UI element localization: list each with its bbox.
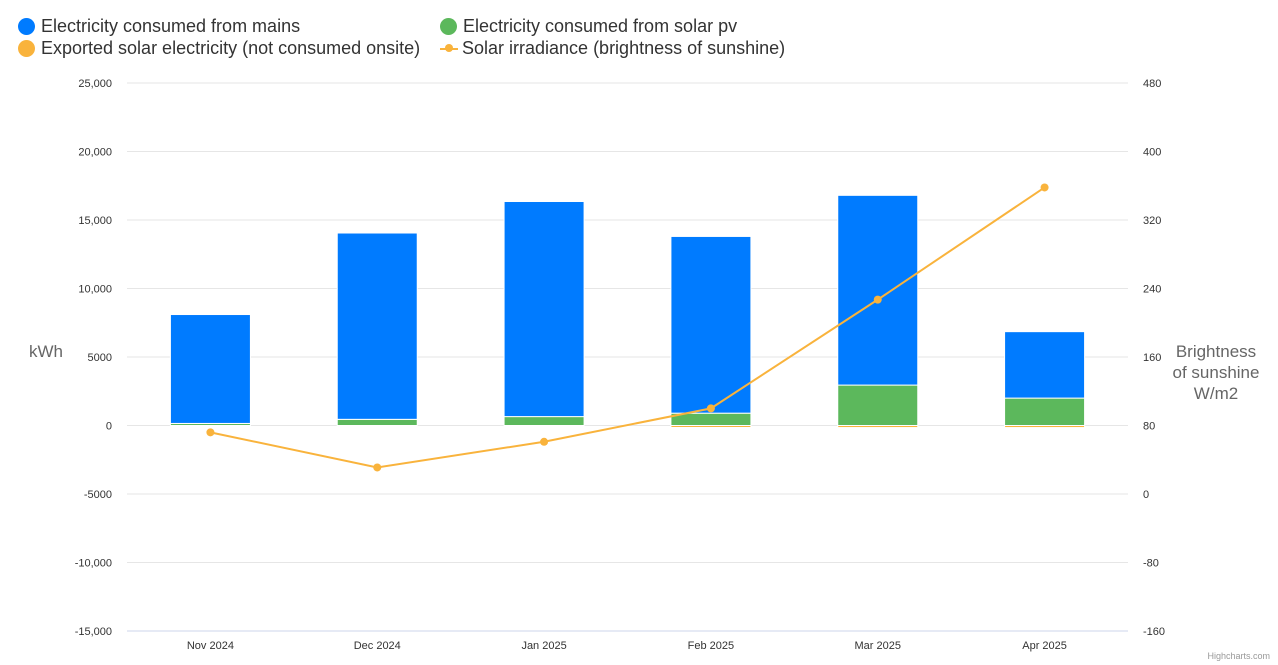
- y2-tick-label: -80: [1143, 558, 1159, 570]
- legend-item-mains[interactable]: Electricity consumed from mains: [18, 16, 300, 37]
- y2-tick-label: 240: [1143, 284, 1161, 296]
- y2-axis-title-line-3: W/m2: [1193, 384, 1239, 403]
- irradiance-point: [706, 404, 715, 413]
- credits-link[interactable]: Highcharts.com: [1207, 651, 1270, 661]
- x-axis-ticks: Nov 2024 Dec 2024 Jan 2025 Feb 2025 Mar 2025…: [127, 630, 1128, 652]
- x-tick-label: Apr 2025: [1022, 640, 1067, 652]
- y-tick-label: 5000: [88, 352, 112, 364]
- solar-pv-dot-icon: [440, 18, 457, 35]
- irradiance-point: [540, 437, 549, 446]
- grid-lines: [127, 82, 1128, 632]
- x-tick-label: Jan 2025: [521, 640, 566, 652]
- x-tick-label: Feb 2025: [688, 640, 734, 652]
- irradiance-line-series: [206, 183, 1049, 472]
- y-tick-label: -5000: [84, 489, 112, 501]
- y2-tick-label: -160: [1143, 626, 1165, 638]
- bar-solar-pv: [670, 412, 752, 427]
- bar-exported: [837, 425, 919, 429]
- y-tick-label: 20,000: [78, 147, 112, 159]
- y-tick-label: 15,000: [78, 215, 112, 227]
- legend-item-irradiance[interactable]: Solar irradiance (brightness of sunshine…: [440, 38, 785, 59]
- bar-exported: [670, 425, 752, 428]
- y-axis-title-text: kWh: [29, 342, 63, 361]
- bar-mains: [670, 235, 752, 414]
- bar-series: [169, 194, 1086, 429]
- bar-mains: [336, 232, 418, 420]
- y-tick-label: 0: [106, 421, 112, 433]
- bar-mains: [837, 194, 919, 386]
- y2-tick-label: 480: [1143, 78, 1161, 90]
- mains-dot-icon: [18, 18, 35, 35]
- y2-tick-label: 320: [1143, 215, 1161, 227]
- bar-solar-pv: [503, 416, 585, 427]
- bar-mains: [169, 314, 251, 424]
- y-tick-label: 25,000: [78, 78, 112, 90]
- legend-label-exported: Exported solar electricity (not consumed…: [41, 38, 421, 58]
- y-axis-title: kWh: [18, 341, 74, 362]
- irradiance-point: [373, 463, 382, 472]
- irradiance-line: [210, 186, 1046, 469]
- bar-exported: [1004, 425, 1086, 429]
- bar-solar-pv: [1004, 397, 1086, 427]
- y-tick-label: -15,000: [75, 626, 112, 638]
- right-axis-ticks: -160 -80 0 80 160 240 320 400 480: [1143, 78, 1165, 638]
- line-marker-icon: [440, 40, 458, 57]
- bar-solar-pv: [336, 418, 418, 426]
- legend-label-solar-pv: Electricity consumed from solar pv: [463, 16, 738, 36]
- x-tick-label: Dec 2024: [354, 640, 401, 652]
- irradiance-point: [1040, 183, 1049, 192]
- legend-label-irradiance: Solar irradiance (brightness of sunshine…: [462, 38, 786, 58]
- y-tick-label: -10,000: [75, 558, 112, 570]
- legend-label-mains: Electricity consumed from mains: [41, 16, 301, 36]
- y2-axis-title: Brightness of sunshine W/m2: [1162, 341, 1270, 404]
- x-tick-label: Nov 2024: [187, 640, 234, 652]
- y2-axis-title-line-2: of sunshine: [1172, 363, 1260, 382]
- legend-item-solar-pv[interactable]: Electricity consumed from solar pv: [440, 16, 737, 37]
- bar-mains: [1004, 331, 1086, 399]
- legend-item-exported[interactable]: Exported solar electricity (not consumed…: [18, 38, 420, 59]
- y-tick-label: 10,000: [78, 284, 112, 296]
- irradiance-point: [206, 428, 215, 437]
- y2-tick-label: 80: [1143, 421, 1155, 433]
- bar-solar-pv: [837, 384, 919, 426]
- y2-tick-label: 160: [1143, 352, 1161, 364]
- left-axis-ticks: -15,000 -10,000 -5000 0 5000 10,000 15,000 20,0…: [75, 78, 112, 638]
- x-tick-label: Mar 2025: [855, 640, 901, 652]
- exported-dot-icon: [18, 40, 35, 57]
- y2-tick-label: 0: [1143, 489, 1149, 501]
- bar-mains: [503, 201, 585, 418]
- y2-axis-title-line-1: Brightness: [1175, 342, 1257, 361]
- y2-tick-label: 400: [1143, 147, 1161, 159]
- irradiance-point: [873, 295, 882, 304]
